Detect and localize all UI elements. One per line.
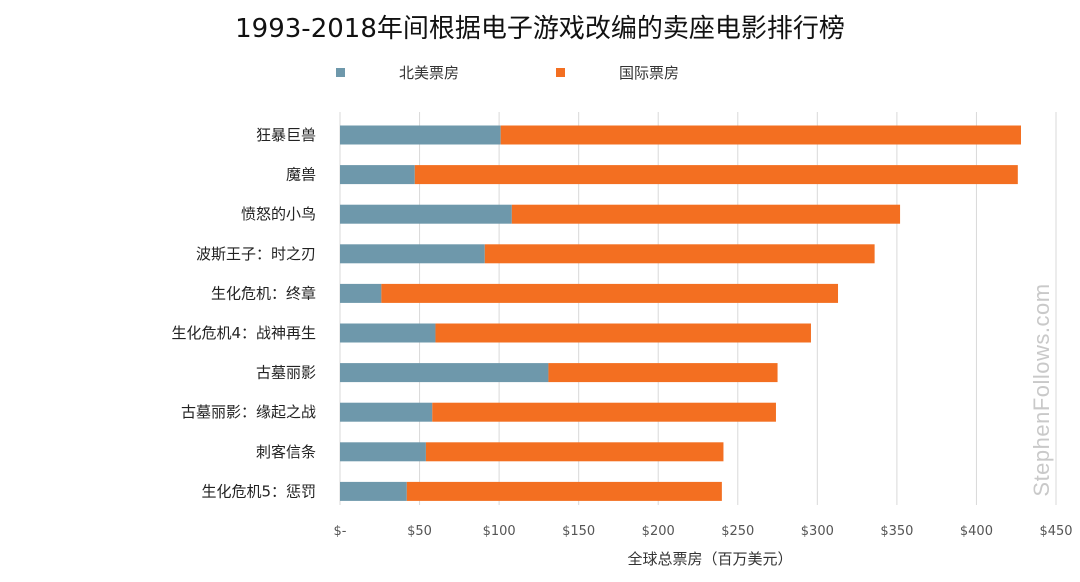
bar-international: [548, 363, 778, 383]
chart-title: 1993-2018年间根据电子游戏改编的卖座电影排行榜: [235, 14, 845, 44]
bar-north-america: [340, 125, 501, 145]
bar-international: [432, 402, 776, 422]
category-label: 古墓丽影: [256, 364, 316, 382]
bar-international: [484, 244, 875, 264]
category-label: 愤怒的小鸟: [241, 205, 316, 223]
x-tick-label: $450: [1039, 524, 1072, 539]
legend-swatch-north-america: [336, 67, 345, 77]
bar-international: [425, 442, 724, 462]
bar-north-america: [340, 402, 433, 422]
legend-item-north-america: 北美票房: [336, 62, 459, 82]
category-label: 魔兽: [286, 166, 316, 184]
bar-international: [511, 204, 901, 224]
category-labels: 狂暴巨兽魔兽愤怒的小鸟波斯王子：时之刃生化危机：终章生化危机4：战神再生古墓丽影…: [171, 126, 316, 500]
bar-international: [414, 165, 1018, 185]
category-label: 生化危机：终章: [211, 284, 316, 302]
x-tick-label: $200: [642, 524, 675, 539]
category-label: 生化危机4：战神再生: [171, 324, 316, 342]
legend-swatch-international: [556, 67, 565, 77]
x-tick-label: $250: [721, 524, 754, 539]
x-tick-labels: $- $50 $100 $150 $200 $250 $300 $350 $400 $450: [334, 524, 1073, 539]
x-axis-title: 全球总票房（百万美元）: [627, 550, 793, 568]
bar-north-america: [340, 165, 415, 185]
watermark: StephenFollows.com: [1029, 283, 1054, 497]
bar-north-america: [340, 481, 407, 501]
category-label: 刺客信条: [256, 443, 316, 461]
category-label: 狂暴巨兽: [256, 126, 316, 144]
bar-north-america: [340, 283, 382, 303]
bar-north-america: [340, 204, 512, 224]
x-tick-label: $400: [960, 524, 993, 539]
bar-international: [500, 125, 1021, 145]
legend-label-international: 国际票房: [619, 63, 680, 82]
x-tick-label: $350: [880, 524, 913, 539]
category-label: 波斯王子：时之刃: [196, 245, 316, 263]
bar-north-america: [340, 442, 426, 462]
category-label: 古墓丽影：缘起之战: [181, 403, 316, 421]
x-tick-label: $100: [483, 524, 516, 539]
x-tick-label: $300: [801, 524, 834, 539]
x-tick-label: $50: [407, 524, 432, 539]
legend-item-international: 国际票房: [556, 62, 679, 82]
legend-label-north-america: 北美票房: [399, 63, 460, 82]
category-label: 生化危机5：惩罚: [201, 482, 316, 500]
bar-international: [435, 323, 811, 343]
bars: [340, 125, 1021, 501]
bar-international: [406, 481, 722, 501]
bar-north-america: [340, 363, 549, 383]
x-tick-label: $-: [334, 524, 347, 539]
bar-north-america: [340, 323, 436, 343]
x-tick-label: $150: [562, 524, 595, 539]
bar-international: [381, 283, 839, 303]
bar-north-america: [340, 244, 485, 264]
